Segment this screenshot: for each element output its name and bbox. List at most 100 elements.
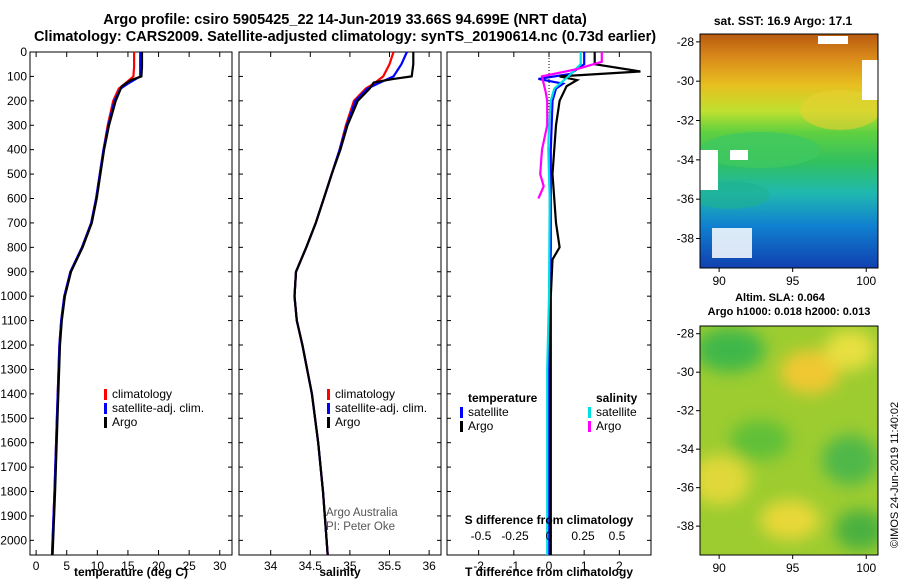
figure-title-line-2: Climatology: CARS2009. Satellite-adjuste… [33,29,657,45]
sst-cloud-mask [712,228,752,258]
map-x-tick-label: 100 [856,274,876,288]
map-y-tick-label: -36 [677,192,695,206]
y-tick-label: 500 [7,167,27,181]
annotation-pi: PI: Peter Oke [326,521,395,533]
x-tick-label: 2 [616,559,623,573]
x2-tick-label: -0.25 [501,529,529,543]
salinity-series-line [293,52,415,556]
x-tick-label: -1 [508,559,519,573]
legend-label: satellite-adj. clim. [335,401,427,415]
x2-tick-label: 0.25 [571,529,595,543]
x-tick-label: 36 [422,559,436,573]
x-tick-label: 34 [264,559,278,573]
y-tick-label: 1400 [0,387,27,401]
x-tick-label: 35.5 [378,559,402,573]
salinity-panel: 34 34.5 35 35.5 36 salinity climatologysatelli… [238,51,442,579]
figure-title-line-1: Argo profile: csiro 5905425_22 14-Jun-20… [103,12,587,28]
map-x-tick-label: 90 [712,274,726,288]
y-tick-label: 1300 [0,362,27,376]
difference-series-line [549,52,641,555]
map-x-tick-label: 95 [786,274,800,288]
legend-swatch [104,417,107,428]
legend-swatch [460,421,463,432]
temperature-panel: 0 5 10 15 20 25 300100200300400500600700800900… [0,45,233,579]
legend-label: satellite [596,405,637,419]
difference-x-label: T difference from climatology [465,565,633,579]
sla-map: 90 95 100 -28 -30 -32 -34 -36 -38 [677,325,879,575]
imos-credit: ©IMOS 24-Jun-2019 11:40:02 [889,401,900,548]
y-tick-label: 1000 [0,289,27,303]
sla-feature-green [835,510,878,550]
y-tick-label: 600 [7,192,27,206]
sst-cloud-mask [730,150,748,160]
sst-map: 90 95 100 -28 -30 -32 -34 -36 -38 [677,33,879,288]
x-tick-label: 0 [546,559,553,573]
y-tick-label: 700 [7,216,27,230]
y-tick-label: 1700 [0,460,27,474]
y-tick-label: 1800 [0,485,27,499]
legend-title-salinity: salinity [596,391,638,405]
x2-tick-label: 0.5 [609,529,626,543]
y-tick-label: 800 [7,240,27,254]
difference-x2-label: S difference from climatology [465,513,634,527]
legend-label: Argo [112,415,138,429]
x-tick-label: 30 [213,559,227,573]
map-x-tick-label: 95 [786,561,800,575]
map-y-tick-label: -30 [677,74,695,88]
y-tick-label: 200 [7,94,27,108]
y-tick-label: 2000 [0,533,27,547]
salinity-plot-area [238,51,442,556]
x-tick-label: -2 [473,559,484,573]
sla-feature-green [700,328,765,372]
x-tick-label: 15 [121,559,135,573]
y-tick-label: 300 [7,118,27,132]
legend-swatch [588,421,591,432]
map-y-tick-label: -38 [677,232,695,246]
sla-feature-yellow [700,455,750,505]
temperature-plot-area [29,51,233,556]
map-y-tick-label: -34 [677,153,695,167]
map-y-tick-label: -34 [677,442,695,456]
sla-feature-yellow [760,500,820,540]
map-y-tick-label: -36 [677,481,695,495]
legend-label: satellite-adj. clim. [112,401,204,415]
temperature-x-label: temperature (deg C) [74,565,188,579]
legend-label: climatology [112,387,172,401]
legend-swatch [588,407,591,418]
difference-panel: -2 -1 0 1 2T difference from climatology S di… [446,51,652,579]
sla-map-subtitle: Argo h1000: 0.018 h2000: 0.013 [708,306,871,318]
legend-swatch [460,407,463,418]
legend-label: satellite [468,405,509,419]
legend-label: climatology [335,387,395,401]
legend-swatch [104,389,107,400]
sst-cloud-mask [862,60,878,100]
sst-cloud-mask [818,36,848,44]
y-tick-label: 1500 [0,411,27,425]
legend-label: Argo [596,419,622,433]
x-tick-label: 34.5 [299,559,323,573]
sla-feature-green [822,435,878,485]
x-tick-label: 25 [182,559,196,573]
map-y-tick-label: -30 [677,365,695,379]
sst-cloud-mask [700,150,718,190]
difference-series-line [546,52,582,555]
x2-tick-label: -0.5 [471,529,492,543]
x-tick-label: 0 [33,559,40,573]
sla-feature-yellow [780,350,840,394]
y-tick-label: 1200 [0,338,27,352]
map-x-tick-label: 100 [856,561,876,575]
legend-swatch [327,389,330,400]
legend-title-temperature: temperature [468,391,538,405]
x-tick-label: 5 [63,559,70,573]
y-tick-label: 900 [7,265,27,279]
annotation-argo-australia: Argo Australia [326,507,398,519]
y-tick-label: 1900 [0,509,27,523]
x-tick-label: 10 [91,559,105,573]
temperature-series-line [51,52,144,556]
map-y-tick-label: -32 [677,404,695,418]
map-y-tick-label: -28 [677,35,695,49]
legend-swatch [327,417,330,428]
salinity-x-label: salinity [319,565,361,579]
legend-label: Argo [468,419,494,433]
